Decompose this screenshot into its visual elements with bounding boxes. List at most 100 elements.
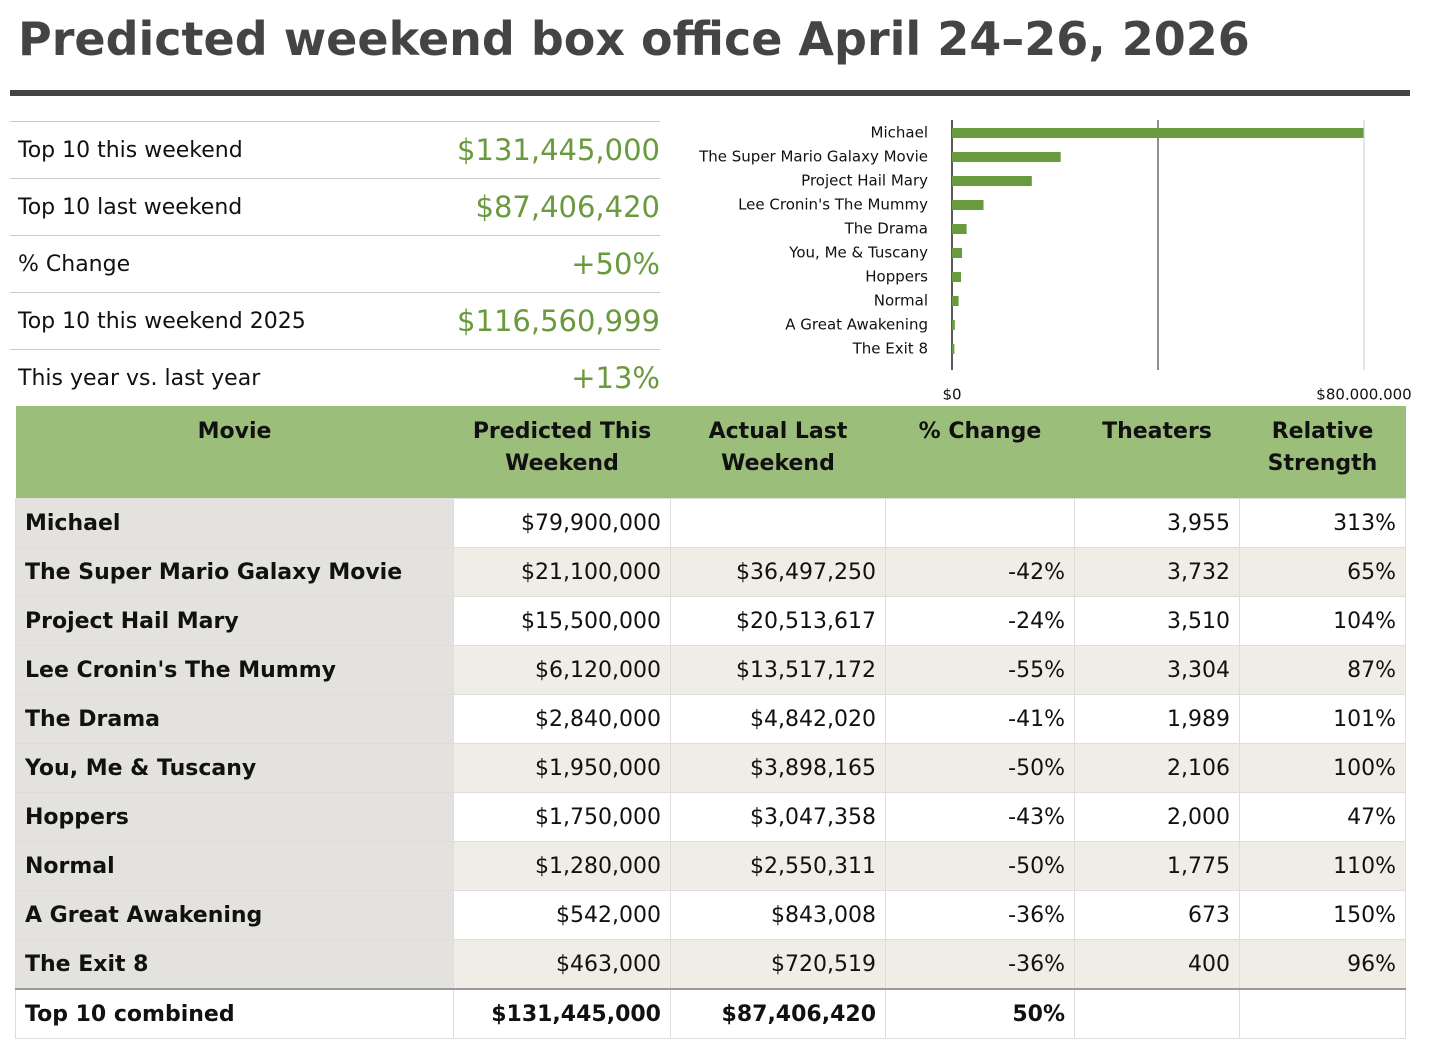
data-table: Movie Predicted This Weekend Actual Last W… xyxy=(15,406,1406,1039)
table-cell: $4,842,020 xyxy=(670,694,886,744)
y-tick-label: Michael xyxy=(871,124,928,142)
bar xyxy=(952,224,967,234)
bar xyxy=(952,272,962,282)
table-cell: -42% xyxy=(885,547,1075,597)
movie-name: Hoppers xyxy=(15,792,454,842)
table-row: Michael $79,900,000 3,955 313% xyxy=(15,498,1406,548)
table-cell: 101% xyxy=(1239,694,1406,744)
y-tick-label: Project Hail Mary xyxy=(801,172,928,190)
header-row: Movie Predicted This Weekend Actual Last W… xyxy=(15,406,1406,499)
summary-row: Top 10 last weekend $87,406,420 xyxy=(10,178,660,235)
table-cell: $2,550,311 xyxy=(670,841,886,891)
summary-row: Top 10 this weekend 2025 $116,560,999 xyxy=(10,292,660,349)
table-cell: 3,510 xyxy=(1074,596,1240,646)
table-row: Project Hail Mary $15,500,000 $20,513,617-… xyxy=(15,596,1406,646)
movie-name: Michael xyxy=(15,498,454,548)
page-title: Predicted weekend box office April 24–26… xyxy=(18,12,1250,66)
table-cell: 673 xyxy=(1074,890,1240,940)
column-header: Predicted This Weekend xyxy=(453,406,671,499)
table-cell: 87% xyxy=(1239,645,1406,695)
column-header: % Change xyxy=(885,406,1075,499)
summary: Top 10 this weekend $131,445,000 Top 10 la… xyxy=(10,121,660,406)
summary-label: % Change xyxy=(18,251,131,277)
column-header: Movie xyxy=(15,406,454,499)
table-cell: $36,497,250 xyxy=(670,547,886,597)
movie-name: You, Me & Tuscany xyxy=(15,743,454,793)
table-row: The Drama $2,840,000 $4,842,020 -41% 1,989 10… xyxy=(15,694,1406,744)
table-row: Normal $1,280,000 $2,550,311 -50% 1,775 110% xyxy=(15,841,1406,891)
table-cell: -36% xyxy=(885,890,1075,940)
summary-value: $116,560,999 xyxy=(457,304,660,338)
movie-name: Lee Cronin's The Mummy xyxy=(15,645,454,695)
table-cell: 150% xyxy=(1239,890,1406,940)
table-cell: 100% xyxy=(1239,743,1406,793)
movie-name: Normal xyxy=(15,841,454,891)
table-row: You, Me & Tuscany $1,950,000 $3,898,165 -50… xyxy=(15,743,1406,793)
column-header: Actual Last Weekend xyxy=(670,406,886,499)
movie-name: The Super Mario Galaxy Movie xyxy=(15,547,454,597)
table-row: The Super Mario Galaxy Movie $21,100,000 $… xyxy=(15,547,1406,597)
summary-label: This year vs. last year xyxy=(18,365,261,391)
table-cell: $13,517,172 xyxy=(670,645,886,695)
table-cell: 47% xyxy=(1239,792,1406,842)
table-cell: $6,120,000 xyxy=(453,645,671,695)
table-cell: -43% xyxy=(885,792,1075,842)
summary-value: +50% xyxy=(571,247,660,281)
bar xyxy=(952,344,955,354)
table-cell: -55% xyxy=(885,645,1075,695)
summary-value: $87,406,420 xyxy=(475,190,661,224)
movie-name: The Exit 8 xyxy=(15,939,454,990)
table-cell: 3,304 xyxy=(1074,645,1240,695)
summary-label: Top 10 this weekend xyxy=(18,137,243,163)
footer-cell xyxy=(1074,988,1240,1039)
summary-row: Top 10 this weekend $131,445,000 xyxy=(10,121,660,178)
table-cell: $3,047,358 xyxy=(670,792,886,842)
table-cell: $15,500,000 xyxy=(453,596,671,646)
summary-label: Top 10 last weekend xyxy=(18,194,243,220)
bar xyxy=(952,320,955,330)
table-cell: $21,100,000 xyxy=(453,547,671,597)
y-tick-label: A Great Awakening xyxy=(785,316,928,334)
table-cell: 110% xyxy=(1239,841,1406,891)
table-cell: -50% xyxy=(885,743,1075,793)
footer-cell: 50% xyxy=(885,988,1075,1039)
movie-name: Project Hail Mary xyxy=(15,596,454,646)
footer-cell xyxy=(1239,988,1406,1039)
table-row: A Great Awakening $542,000 $843,008 -36% 673… xyxy=(15,890,1406,940)
table-row: Lee Cronin's The Mummy $6,120,000 $13,517,… xyxy=(15,645,1406,695)
table-row: Hoppers $1,750,000 $3,047,358 -43% 2,000 47% xyxy=(15,792,1406,842)
column-header: Relative Strength xyxy=(1239,406,1406,499)
table-cell: $1,950,000 xyxy=(453,743,671,793)
table-cell: -50% xyxy=(885,841,1075,891)
table-cell: -24% xyxy=(885,596,1075,646)
table-cell: 400 xyxy=(1074,939,1240,990)
x-tick-label: $80,000,000 xyxy=(1316,386,1411,401)
footer-cell: $87,406,420 xyxy=(670,988,886,1039)
column-header: Theaters xyxy=(1074,406,1240,499)
bar xyxy=(952,176,1032,186)
y-tick-label: Lee Cronin's The Mummy xyxy=(738,196,928,214)
x-tick-label: $0 xyxy=(942,386,961,401)
table-cell: $720,519 xyxy=(670,939,886,990)
table-cell: 2,106 xyxy=(1074,743,1240,793)
movie-name: A Great Awakening xyxy=(15,890,454,940)
table-cell: 2,000 xyxy=(1074,792,1240,842)
y-tick-label: Hoppers xyxy=(865,268,928,286)
footer-cell: $131,445,000 xyxy=(453,988,671,1039)
table-cell: 313% xyxy=(1239,498,1406,548)
bar xyxy=(952,296,959,306)
summary-row: This year vs. last year +13% xyxy=(10,349,660,406)
summary-value: $131,445,000 xyxy=(457,133,660,167)
y-tick-label: You, Me & Tuscany xyxy=(788,244,928,262)
summary-label: Top 10 this weekend 2025 xyxy=(18,308,306,334)
table-cell xyxy=(885,498,1075,548)
table-cell: $463,000 xyxy=(453,939,671,990)
table-cell: $1,750,000 xyxy=(453,792,671,842)
table-cell: $20,513,617 xyxy=(670,596,886,646)
bar xyxy=(952,152,1061,162)
table-cell xyxy=(670,498,886,548)
bar xyxy=(952,128,1364,138)
footer-label: Top 10 combined xyxy=(15,988,454,1039)
table-cell: 3,732 xyxy=(1074,547,1240,597)
